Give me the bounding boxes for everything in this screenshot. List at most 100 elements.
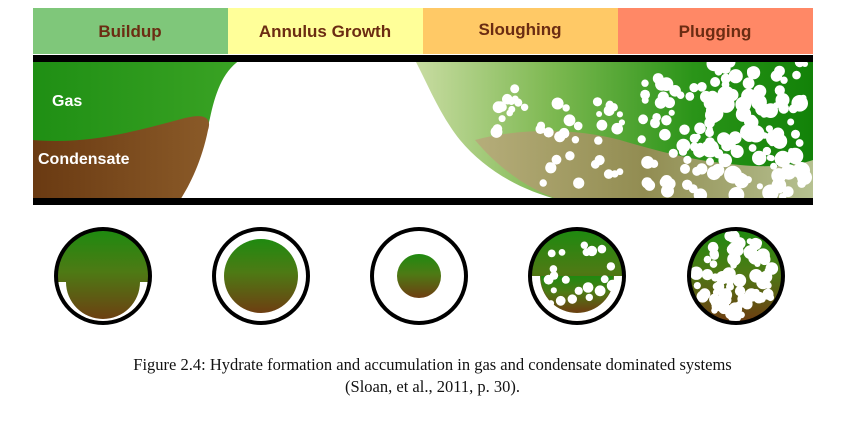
pipe-wall-top (33, 55, 813, 62)
hydrate-particle (734, 173, 749, 189)
hydrate-particle (693, 188, 708, 200)
hydrate-particle (596, 111, 603, 117)
hydrate-particle (539, 179, 547, 187)
hydrate-particle (568, 296, 576, 304)
hydrate-particle (611, 122, 623, 135)
stage-label-sloughing: Sloughing (478, 20, 561, 39)
hydrate-particle (766, 154, 774, 161)
hydrate-particle (706, 157, 714, 166)
hydrate-particle (547, 249, 556, 258)
hydrate-particle (792, 70, 801, 80)
hydrate-particle (744, 116, 755, 128)
hydrate-particle (771, 178, 787, 193)
hydrate-particle (496, 101, 506, 111)
stage-label-buildup: Buildup (98, 22, 161, 41)
hydrate-particle (764, 267, 772, 275)
hydrate-particle (712, 282, 720, 290)
hydrate-particle (652, 113, 661, 122)
hydrate-particle (710, 77, 721, 87)
hydrate-particle (721, 80, 730, 89)
stage-buildup (33, 8, 228, 54)
hydrate-particle (580, 241, 588, 249)
hydrate-particle (668, 148, 678, 158)
hydrate-particle (679, 124, 690, 135)
hydrate-particles-pipe (490, 60, 812, 200)
stage-header-bar: Buildup Annulus Growth Sloughing Pluggin… (33, 8, 813, 54)
hydrate-particle (725, 276, 734, 284)
hydrate-particle (543, 127, 554, 138)
hydrate-particle (664, 97, 675, 109)
hydrate-particle (728, 131, 742, 145)
hydrate-particle (701, 139, 719, 158)
hydrate-particles-plugging (691, 231, 779, 321)
pipe-longitudinal-section: Gas Condensate (33, 55, 813, 205)
hydrate-particle (774, 150, 791, 168)
hydrate-diagram: Buildup Annulus Growth Sloughing Pluggin… (33, 8, 813, 325)
hydrate-particle (606, 262, 616, 271)
hydrate-particle (709, 293, 721, 305)
hydrate-particle (709, 260, 718, 268)
hydrate-particle (756, 183, 764, 190)
hydrate-particle (791, 129, 800, 139)
hydrate-particle (563, 114, 576, 127)
hydrate-particle (711, 307, 718, 314)
hydrate-particle (490, 126, 503, 138)
hydrate-particle (782, 186, 794, 198)
hydrate-particle (571, 136, 580, 144)
hydrate-particle (644, 179, 656, 191)
hydrate-particle (711, 106, 721, 116)
hydrate-particle (693, 282, 701, 290)
hydrate-particle (659, 77, 674, 91)
stage-label-plugging: Plugging (679, 22, 752, 41)
hydrate-particle (549, 265, 558, 273)
hydrate-particle (689, 83, 699, 93)
hydrate-particle (756, 275, 770, 290)
hydrate-particle (730, 145, 744, 158)
hydrate-particle (756, 248, 770, 262)
hydrate-particle (603, 169, 614, 179)
hydrate-particle (732, 255, 739, 262)
hydrate-particles-sloughing (543, 241, 619, 307)
hydrate-particle (585, 293, 593, 302)
hydrate-particle (707, 241, 719, 253)
hydrate-particle (728, 69, 743, 84)
hydrate-particle (792, 162, 811, 180)
hydrate-particle (594, 136, 603, 145)
hydrate-particle (558, 249, 566, 256)
hydrate-particle (726, 231, 740, 244)
condensate-region-left (33, 116, 210, 200)
hydrate-particle (752, 150, 767, 166)
hydrate-particle (685, 92, 695, 101)
hydrate-particle (661, 115, 672, 126)
hydrate-particle (707, 166, 721, 181)
hydrate-particle (582, 282, 594, 293)
hydrate-particle (668, 109, 675, 116)
cross-section-annulus-growth (212, 227, 310, 325)
hydrate-particle (711, 273, 720, 282)
hydrate-particle (697, 82, 707, 92)
hydrate-particle (787, 118, 795, 126)
hydrate-particle (691, 266, 703, 280)
hydrate-particle (590, 159, 600, 169)
hydrate-particle (711, 93, 724, 106)
hydrate-particle (507, 98, 515, 105)
hydrate-particle (638, 114, 648, 125)
hydrate-particle (637, 135, 646, 144)
hydrate-particle (728, 302, 743, 317)
hydrate-particle (550, 287, 557, 294)
hydrate-particle (696, 163, 708, 175)
hydrate-particle (586, 245, 598, 257)
hydrate-particle (747, 67, 755, 75)
hydrate-particle (788, 148, 795, 154)
hydrate-particle (748, 144, 757, 152)
hydrate-particle (680, 163, 690, 174)
hydrate-particle (780, 76, 788, 84)
figure-caption: Figure 2.4: Hydrate formation and accumu… (0, 354, 865, 398)
hydrate-particle (600, 275, 609, 284)
hydrate-particle (694, 133, 701, 140)
hydrate-particle (753, 84, 767, 98)
pipe-cross-sections (54, 227, 785, 325)
hydrate-particle (676, 138, 691, 153)
hydrate-particle (641, 156, 654, 169)
hydrate-particle (510, 84, 520, 94)
